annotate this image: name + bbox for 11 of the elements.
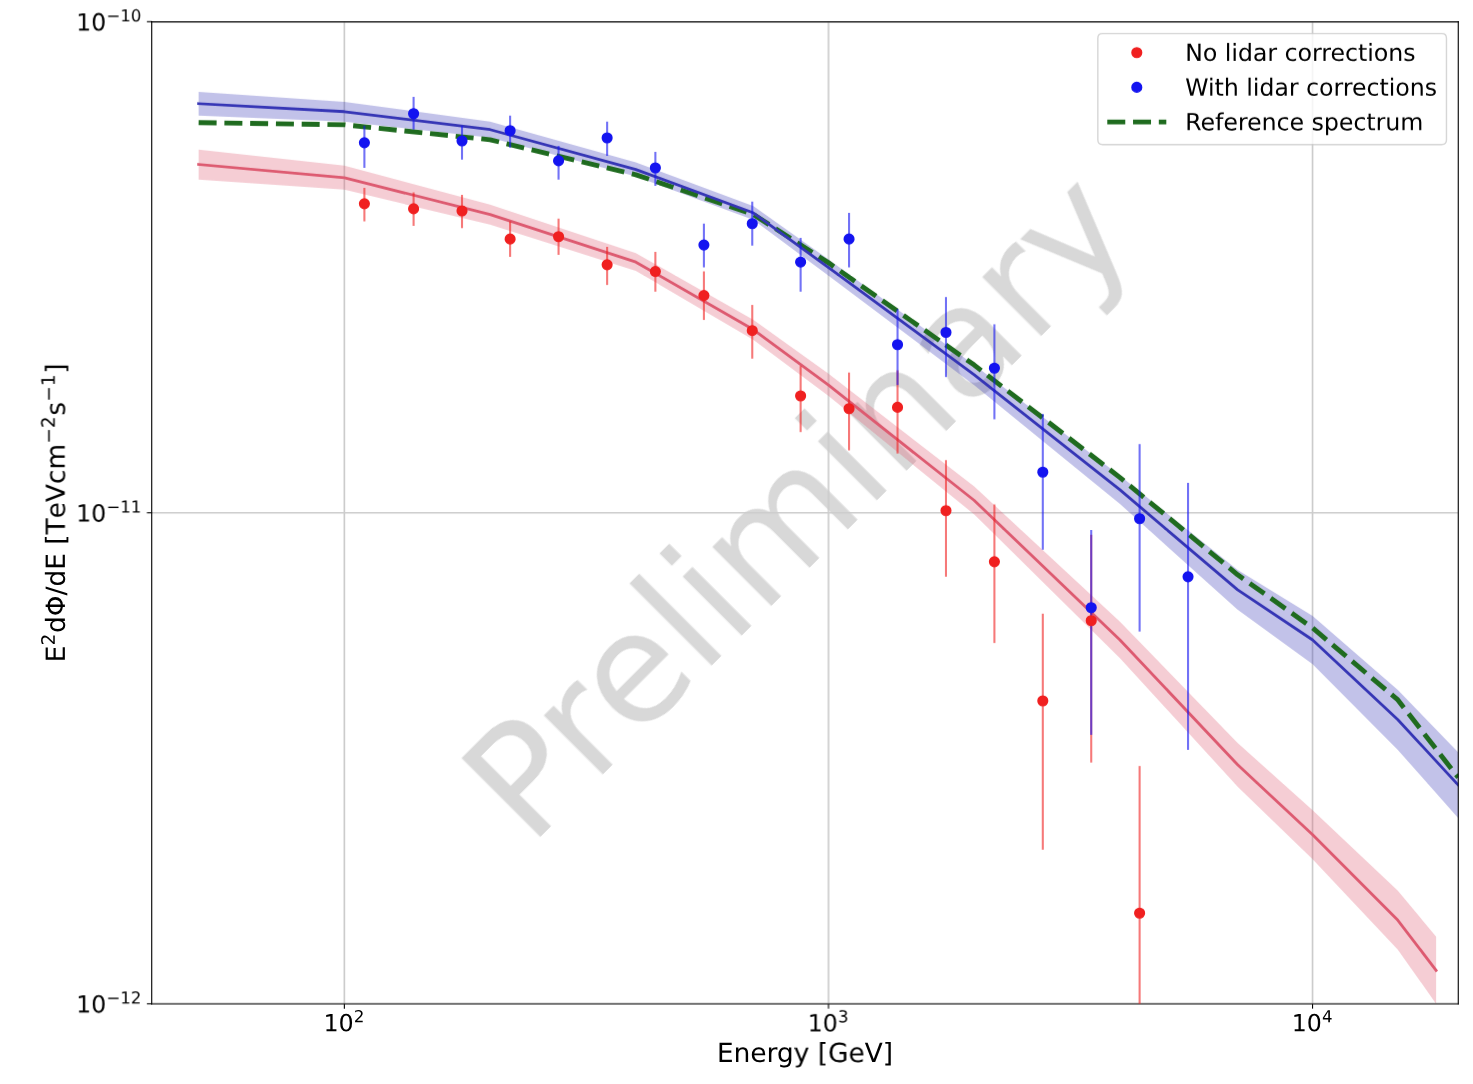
- y-tick-label: 10$^{−12}$: [78, 991, 140, 1013]
- x-axis-title: Energy [GeV]: [719, 1041, 891, 1068]
- legend-label: Reference spectrum: [1187, 112, 1422, 136]
- legend-label: With lidar corrections: [1185, 77, 1436, 96]
- x-tick-label: 10$^{3}$: [810, 1009, 848, 1032]
- x-tick-label: 10$^{4}$: [1294, 1010, 1332, 1032]
- x-tick-label: 10$^{2}$: [326, 1009, 363, 1032]
- y-tick-label: 10$^{−11}$: [78, 500, 140, 522]
- y-axis-title: E$^{2}$dΦ/dE [TeVcm$^{−2}$s$^{−1}$]: [41, 365, 69, 660]
- y-tick-label: 10$^{−10}$: [78, 9, 141, 31]
- legend-label: No lidar corrections: [1187, 42, 1415, 62]
